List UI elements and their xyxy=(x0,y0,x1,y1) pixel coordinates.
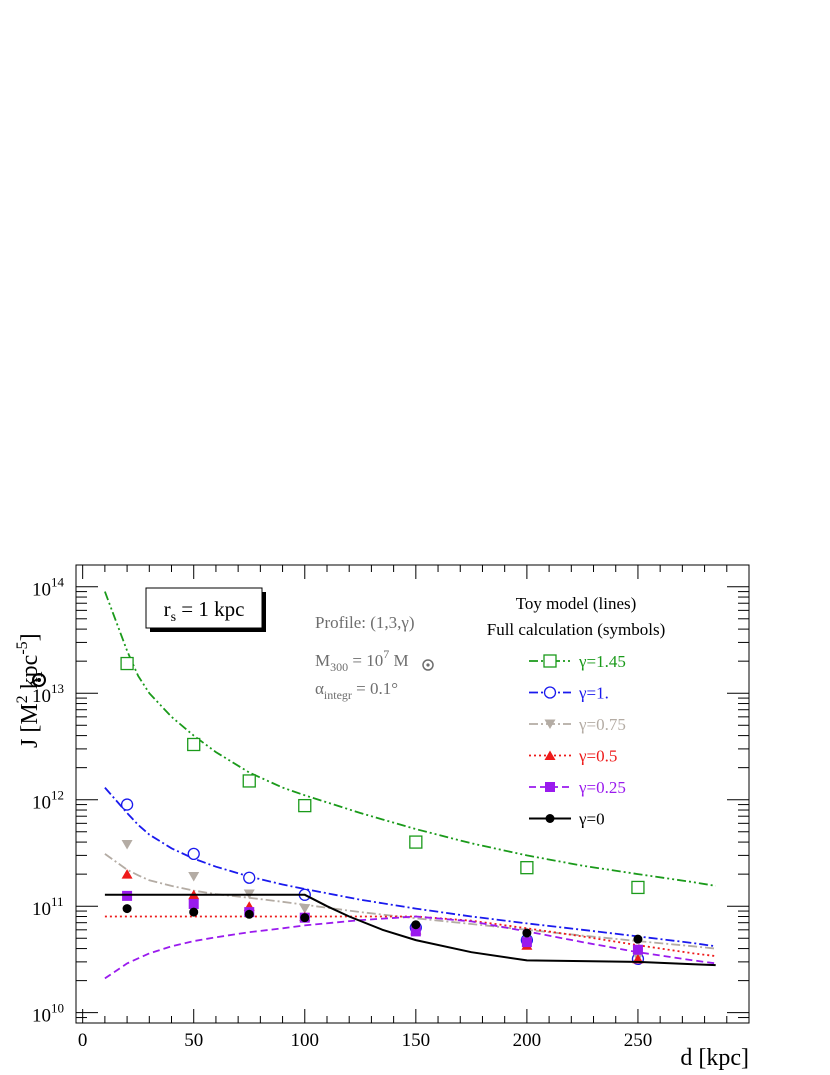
axis-layer: 0 50 100 150 200 250 1010 1011 1012 1013 1014 xyxy=(32,564,750,1051)
x-tick-label: 100 xyxy=(291,1030,320,1051)
x-tick-label: 0 xyxy=(78,1030,88,1051)
data-point-filled-square xyxy=(188,898,199,909)
y-axis-label: J [M2 kpc-5] xyxy=(14,633,46,748)
series-6 xyxy=(104,893,716,967)
y-tick-label: 1014 xyxy=(32,575,65,601)
data-point-filled-triangle-down xyxy=(188,872,200,882)
data-point-filled-triangle-up xyxy=(121,869,133,879)
rs-annotation-text: rs = 1 kpc xyxy=(164,597,245,625)
legend-label: γ=0.75 xyxy=(578,715,626,734)
y-tick-label: 1010 xyxy=(32,1001,64,1027)
data-point-filled-circle xyxy=(411,920,421,930)
series-line xyxy=(104,787,716,948)
data-point-filled-circle xyxy=(545,814,555,823)
x-tick-label: 150 xyxy=(402,1030,431,1051)
profile-text: Profile: (1,3,γ) xyxy=(315,613,415,632)
rs-annotation: rs = 1 kpc xyxy=(145,587,266,632)
svg-text:J [M2 kpc-5]: J [M2 kpc-5] xyxy=(14,633,43,748)
data-point-filled-circle xyxy=(522,928,532,938)
data-point-filled-square xyxy=(410,926,421,937)
series-line xyxy=(104,591,716,887)
x-tick-label: 250 xyxy=(624,1030,653,1051)
data-point-open-circle xyxy=(120,798,134,811)
data-point-filled-triangle-up xyxy=(544,750,556,760)
legend-label: γ=1.45 xyxy=(578,652,626,671)
legend-entry: γ=1. xyxy=(529,684,609,703)
data-point-filled-square xyxy=(545,782,555,792)
data-point-filled-square xyxy=(521,937,532,948)
data-point-filled-circle xyxy=(122,904,132,914)
data-point-filled-triangle-down xyxy=(544,719,556,729)
x-tick-label: 50 xyxy=(184,1030,203,1051)
data-point-open-circle xyxy=(543,686,557,699)
legend-entry: γ=1.45 xyxy=(529,652,626,671)
legend-entry: γ=0 xyxy=(529,810,605,829)
model-info: Profile: (1,3,γ) M300 = 107 M αintegr = … xyxy=(315,613,434,702)
plot-frame xyxy=(75,564,750,1024)
series-5 xyxy=(104,890,716,980)
legend-label: γ=0.25 xyxy=(578,778,626,797)
series-line xyxy=(104,893,716,967)
data-point-open-circle xyxy=(187,847,200,861)
data-point-open-circle xyxy=(243,871,256,884)
data-point-open-square xyxy=(120,656,134,671)
series-line xyxy=(104,853,716,950)
sun-symbol-icon xyxy=(422,659,434,671)
y-tick-label: 1013 xyxy=(32,681,64,707)
legend-label: γ=0.5 xyxy=(578,747,617,766)
legend-header-lines: Toy model (lines) xyxy=(516,594,637,613)
data-point-filled-triangle-down xyxy=(121,839,133,850)
legend-label: γ=1. xyxy=(578,684,609,703)
legend-label: γ=0 xyxy=(578,810,605,829)
data-point-filled-circle xyxy=(189,907,199,917)
series-line xyxy=(104,915,716,980)
legend-entry: γ=0.25 xyxy=(529,778,626,797)
data-point-open-square xyxy=(543,654,557,668)
data-point-open-square xyxy=(631,880,645,895)
legend-entry: γ=0.5 xyxy=(529,747,617,766)
data-point-open-square xyxy=(298,798,312,813)
x-tick-label: 200 xyxy=(513,1030,542,1051)
data-point-filled-circle xyxy=(300,913,310,923)
mass-text: M300 = 107 M xyxy=(315,647,409,674)
y-tick-label: 1011 xyxy=(32,894,64,920)
rs-annotation-box xyxy=(145,587,263,629)
data-point-open-square xyxy=(242,774,256,788)
data-point-open-square xyxy=(187,737,201,752)
data-point-filled-square xyxy=(632,944,643,955)
legend: Toy model (lines) Full calculation (symb… xyxy=(487,594,665,829)
data-point-filled-triangle-down xyxy=(299,904,311,914)
y-tick-label: 1012 xyxy=(32,788,64,814)
legend-entries: γ=1.45 γ=1. γ=0.75 γ=0.5 γ=0.25 γ=0 xyxy=(529,652,626,829)
legend-header-symbols: Full calculation (symbols) xyxy=(487,620,665,639)
series-1 xyxy=(104,591,716,895)
x-axis-label: d [kpc] xyxy=(680,1045,749,1071)
data-point-filled-circle xyxy=(633,934,643,944)
data-point-open-square xyxy=(409,835,423,849)
data-point-open-square xyxy=(520,861,534,875)
y-axis-sun-symbol-icon xyxy=(32,673,46,687)
series-layer xyxy=(104,591,716,980)
alpha-text: αintegr = 0.1° xyxy=(315,679,398,702)
legend-entry: γ=0.75 xyxy=(529,715,626,734)
data-point-filled-circle xyxy=(244,909,254,919)
data-point-filled-square xyxy=(122,890,133,901)
axis-ticks xyxy=(76,565,749,1024)
